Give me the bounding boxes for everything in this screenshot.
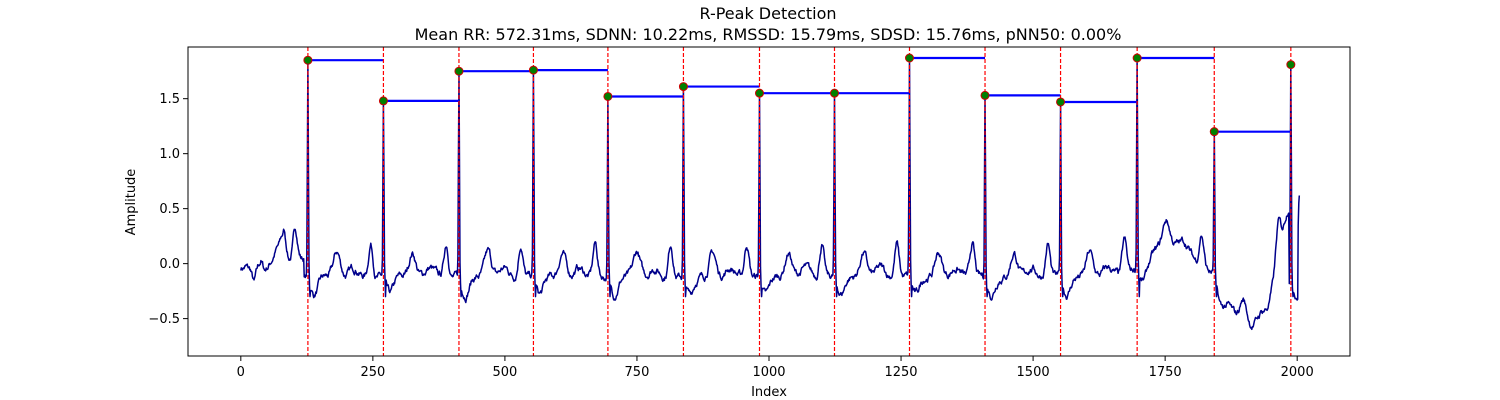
peak-marker bbox=[1056, 97, 1066, 107]
x-tick-label: 250 bbox=[360, 365, 385, 380]
y-tick-label: 0.5 bbox=[159, 202, 180, 217]
signal-layer bbox=[240, 57, 1301, 331]
peak-marker bbox=[1286, 60, 1296, 70]
x-axis-label: Index bbox=[751, 385, 787, 400]
y-tick-label: 1.0 bbox=[159, 147, 180, 162]
x-tick-label: 1500 bbox=[1017, 365, 1050, 380]
chart-subtitle: Mean RR: 572.31ms, SDNN: 10.22ms, RMSSD:… bbox=[415, 25, 1122, 44]
y-tick-label: 1.5 bbox=[159, 92, 180, 107]
x-axis: 0 250 500 750 1000 1250 1500 1750 2000 bbox=[237, 356, 1314, 380]
y-tick-label: −0.5 bbox=[148, 312, 180, 327]
ecg-signal-line bbox=[240, 57, 1301, 331]
peak-marker bbox=[528, 65, 538, 75]
x-tick-label: 750 bbox=[625, 365, 650, 380]
peak-marker bbox=[1132, 53, 1142, 63]
x-tick-label: 0 bbox=[237, 365, 245, 380]
peak-marker bbox=[904, 53, 914, 63]
peak-marker bbox=[754, 88, 764, 98]
y-axis-label: Amplitude bbox=[124, 169, 139, 236]
x-tick-label: 1000 bbox=[752, 365, 785, 380]
peak-marker bbox=[678, 82, 688, 92]
y-axis: −0.5 0.0 0.5 1.0 1.5 bbox=[148, 92, 188, 327]
peak-marker bbox=[303, 55, 313, 65]
y-tick-label: 0.0 bbox=[159, 257, 180, 272]
plot-area bbox=[240, 47, 1301, 356]
peak-marker bbox=[1209, 127, 1219, 137]
x-tick-label: 1750 bbox=[1149, 365, 1182, 380]
x-tick-label: 2000 bbox=[1281, 365, 1314, 380]
peak-marker-layer bbox=[303, 53, 1296, 137]
x-tick-label: 500 bbox=[492, 365, 517, 380]
peak-marker bbox=[454, 66, 464, 76]
chart-title: R-Peak Detection bbox=[699, 4, 836, 23]
peak-marker bbox=[829, 88, 839, 98]
rr-interval-layer bbox=[307, 56, 1291, 133]
x-tick-label: 1250 bbox=[884, 365, 917, 380]
peak-marker bbox=[980, 90, 990, 100]
peak-marker bbox=[603, 91, 613, 101]
peak-marker bbox=[378, 96, 388, 106]
